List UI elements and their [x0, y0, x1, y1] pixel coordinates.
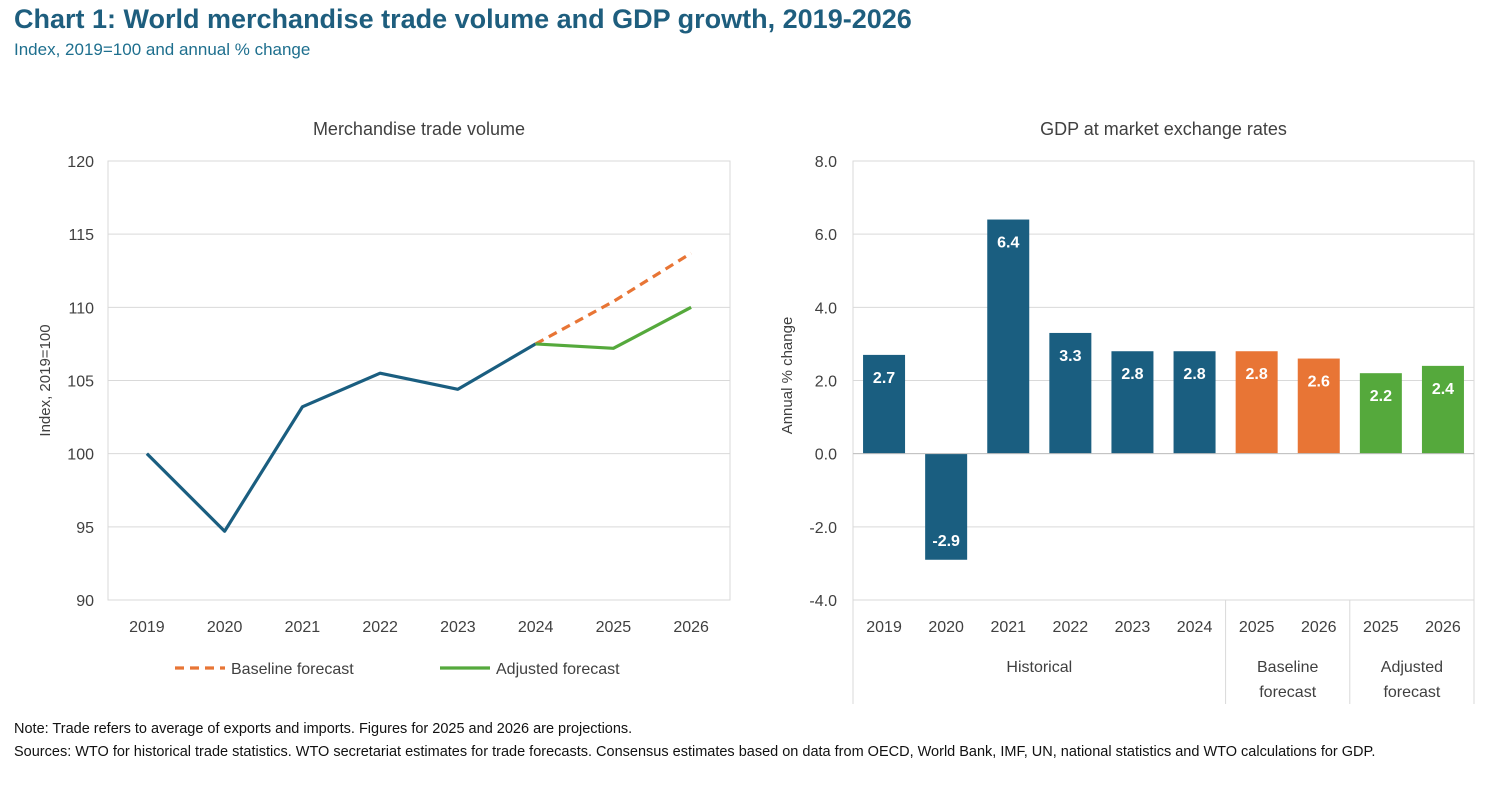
left-y-tick-label: 105	[67, 374, 94, 391]
group-label-adjusted: Adjusted	[1381, 659, 1443, 676]
note-text: Note: Trade refers to average of exports…	[14, 721, 633, 737]
right-x-tick-label: 2019	[866, 619, 902, 636]
right-y-tick-label: 8.0	[815, 154, 837, 171]
left-y-tick-label: 95	[76, 520, 94, 537]
left-x-tick-label: 2019	[129, 619, 165, 636]
bar-adjusted	[1359, 373, 1402, 454]
right-x-tick-label: 2020	[928, 619, 964, 636]
right-y-axis-label: Annual % change	[779, 317, 796, 435]
right-y-tick-label: -4.0	[809, 593, 837, 610]
right-y-tick-label: 0.0	[815, 447, 837, 464]
group-label-adjusted: forecast	[1383, 684, 1440, 701]
legend-label: Baseline forecast	[231, 661, 354, 678]
right-x-tick-label: 2021	[990, 619, 1026, 636]
bar-data-label: 2.6	[1308, 374, 1330, 391]
chart-subtitle: Index, 2019=100 and annual % change	[14, 40, 311, 59]
group-label-baseline: forecast	[1259, 684, 1316, 701]
bar-historical	[1111, 351, 1154, 454]
bar-data-label: 2.4	[1432, 381, 1454, 398]
line-series-adjusted-forecast	[535, 305, 692, 350]
left-y-tick-label: 115	[68, 227, 94, 244]
left-x-tick-label: 2021	[285, 619, 321, 636]
bar-historical	[987, 219, 1030, 454]
bar-data-label: 2.8	[1121, 366, 1143, 383]
left-x-tick-label: 2024	[518, 619, 554, 636]
left-chart-title: Merchandise trade volume	[313, 119, 525, 139]
left-y-tick-label: 120	[67, 154, 94, 171]
right-y-tick-label: -2.0	[809, 520, 837, 537]
sources-text: Sources: WTO for historical trade statis…	[14, 744, 1376, 760]
group-label-baseline: Baseline	[1257, 659, 1318, 676]
bar-baseline	[1235, 351, 1278, 454]
bar-baseline	[1297, 358, 1340, 454]
bar-historical	[1049, 332, 1092, 454]
bar-historical	[863, 354, 906, 454]
bar-data-label: 6.4	[997, 235, 1019, 252]
left-y-tick-label: 110	[68, 300, 94, 317]
right-x-tick-label: 2026	[1425, 619, 1461, 636]
bar-data-label: 2.7	[873, 370, 895, 387]
charts-canvas: Merchandise trade volume 90 95 100 105 110 115…	[37, 119, 1475, 704]
group-label-historical: Historical	[1006, 659, 1072, 676]
legend-label: Adjusted forecast	[496, 661, 620, 678]
line-series-baseline-forecast	[534, 251, 692, 346]
left-x-tick-label: 2022	[362, 619, 398, 636]
chart-title: Chart 1: World merchandise trade volume …	[14, 4, 912, 34]
bar-data-label: 2.8	[1246, 366, 1268, 383]
right-x-tick-label: 2022	[1053, 619, 1089, 636]
bar-historical	[1173, 351, 1216, 454]
right-y-tick-label: 2.0	[815, 374, 837, 391]
bar-data-label: 2.8	[1183, 366, 1205, 383]
right-y-tick-label: 4.0	[815, 300, 837, 317]
left-x-tick-label: 2026	[673, 619, 709, 636]
left-y-tick-label: 100	[67, 447, 94, 464]
left-y-tick-label: 90	[76, 593, 94, 610]
right-y-tick-label: 6.0	[815, 227, 837, 244]
bar-historical	[925, 453, 968, 560]
bar-data-label: 2.2	[1370, 388, 1392, 405]
right-x-tick-label: 2025	[1363, 619, 1399, 636]
line-series-historical	[145, 342, 537, 533]
footnotes: Note: Trade refers to average of exports…	[14, 718, 1484, 764]
right-x-tick-label: 2025	[1239, 619, 1275, 636]
left-x-tick-label: 2025	[596, 619, 632, 636]
right-x-tick-label: 2023	[1115, 619, 1151, 636]
bar-data-label: 3.3	[1059, 348, 1081, 365]
left-y-axis-label: Index, 2019=100	[37, 324, 54, 436]
left-x-tick-label: 2020	[207, 619, 243, 636]
right-chart-title: GDP at market exchange rates	[1040, 119, 1287, 139]
right-x-tick-label: 2024	[1177, 619, 1213, 636]
right-x-tick-label: 2026	[1301, 619, 1337, 636]
bar-adjusted	[1421, 365, 1464, 454]
bar-data-label: -2.9	[932, 533, 960, 550]
left-x-tick-label: 2023	[440, 619, 476, 636]
